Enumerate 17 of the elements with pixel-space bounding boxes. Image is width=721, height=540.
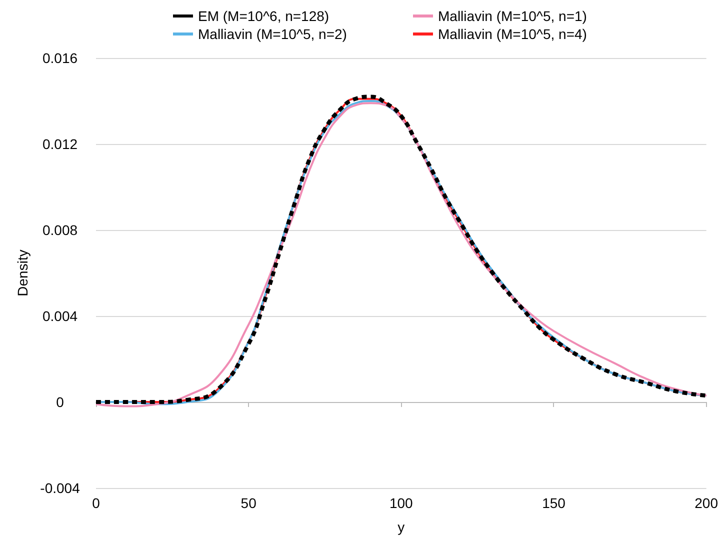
legend-label: EM (M=10^6, n=128) <box>198 8 330 24</box>
x-axis-title: y <box>398 519 405 535</box>
y-tick-label: 0.004 <box>42 308 78 324</box>
y-tick-label: 0.012 <box>42 136 78 152</box>
legend-label: Malliavin (M=10^5, n=4) <box>438 26 587 42</box>
y-tick-label: 0 <box>56 394 64 410</box>
x-tick-label: 0 <box>92 495 100 511</box>
x-tick-label: 100 <box>389 495 414 511</box>
legend-label: Malliavin (M=10^5, n=1) <box>438 8 587 24</box>
x-tick-label: 50 <box>240 495 257 511</box>
legend-label: Malliavin (M=10^5, n=2) <box>198 26 347 42</box>
x-tick-label: 200 <box>694 495 718 511</box>
y-tick-label: -0.004 <box>40 480 80 496</box>
y-tick-label: 0.008 <box>42 222 78 238</box>
y-axis-title: Density <box>14 250 30 296</box>
x-tick-label: 150 <box>542 495 566 511</box>
y-tick-label: 0.016 <box>42 50 78 66</box>
